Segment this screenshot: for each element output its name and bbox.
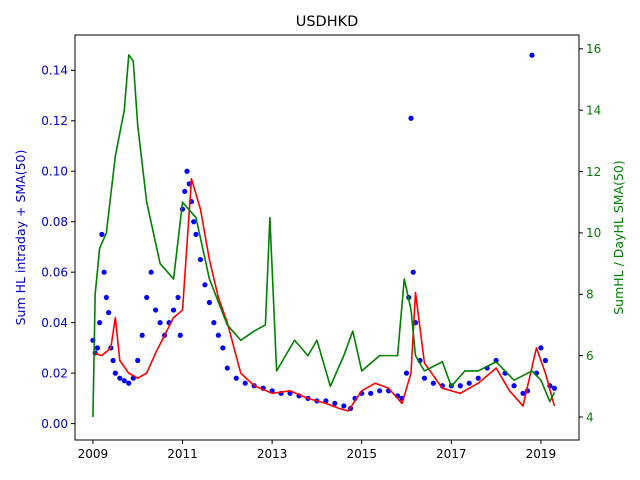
scatter-point: [408, 115, 414, 121]
scatter-point: [193, 231, 199, 237]
right-ticks: 4 6 8 10 12 14 16: [579, 42, 601, 424]
chart-title: USDHKD: [296, 14, 359, 30]
scatter-point: [551, 385, 557, 391]
scatter-point: [135, 357, 141, 364]
sma-line: [92, 178, 556, 412]
scatter-point: [466, 380, 472, 386]
scatter-point: [475, 375, 481, 381]
scatter-point: [177, 332, 183, 338]
scatter-point: [410, 269, 416, 275]
scatter-point: [220, 345, 226, 351]
left-tick-label: 0.02: [41, 366, 68, 380]
scatter-point: [538, 345, 544, 351]
left-tick-label: 0.00: [41, 417, 68, 431]
scatter-point: [520, 390, 526, 396]
scatter-point: [542, 357, 549, 364]
left-tick-label: 0.04: [41, 316, 68, 330]
right-tick-label: 8: [586, 288, 594, 302]
scatter-point: [332, 400, 338, 407]
scatter-point: [153, 307, 159, 313]
right-tick-label: 10: [586, 226, 601, 240]
right-series-line: [92, 54, 556, 418]
scatter-point: [529, 52, 535, 58]
scatter-point: [377, 388, 383, 394]
scatter-point: [341, 403, 347, 409]
left-tick-label: 0.06: [41, 265, 68, 279]
scatter-point: [126, 380, 132, 386]
scatter-point: [368, 390, 374, 396]
scatter-point: [94, 345, 100, 351]
right-tick-label: 16: [586, 42, 601, 56]
scatter-point: [182, 188, 188, 195]
x-tick-label: 2015: [346, 447, 377, 461]
scatter-point: [144, 294, 150, 301]
scatter-point: [157, 320, 163, 326]
scatter-point: [215, 332, 221, 338]
x-tick-label: 2019: [526, 447, 557, 461]
right-tick-label: 14: [586, 103, 601, 117]
scatter-point: [511, 383, 517, 389]
scatter-point: [184, 168, 190, 174]
right-tick-label: 6: [586, 349, 594, 363]
scatter-point: [117, 375, 123, 381]
left-tick-label: 0.12: [41, 114, 68, 128]
scatter-point: [112, 370, 118, 376]
scatter-point: [175, 294, 181, 301]
scatter-point: [101, 269, 107, 275]
scatter-point: [224, 365, 230, 371]
left-tick-label: 0.08: [41, 215, 68, 229]
scatter-point: [430, 380, 436, 386]
x-tick-label: 2011: [167, 447, 198, 461]
scatter-point: [103, 294, 109, 301]
left-tick-label: 0.10: [41, 165, 68, 179]
left-ticks: 0.00 0.02 0.04 0.06 0.08 0.10 0.12 0.14: [41, 64, 75, 431]
x-tick-label: 2013: [257, 447, 288, 461]
scatter-point: [197, 256, 204, 263]
right-axis-title: SumHL / DayHL SMA(50): [611, 160, 626, 315]
scatter-point: [242, 380, 248, 386]
series-layer: [90, 52, 557, 418]
scatter-point: [403, 370, 410, 376]
scatter-point: [170, 307, 177, 313]
scatter-point: [233, 375, 239, 381]
scatter-point: [191, 219, 197, 225]
right-tick-label: 12: [586, 165, 601, 179]
left-tick-label: 0.14: [41, 64, 68, 78]
scatter-point: [148, 269, 154, 275]
scatter-point: [97, 320, 103, 326]
x-tick-label: 2009: [78, 447, 109, 461]
plot-area-group: [74, 34, 580, 441]
scatter-point: [206, 299, 212, 306]
scatter-point: [211, 320, 217, 326]
scatter-point: [110, 357, 116, 364]
x-tick-label: 2017: [436, 447, 467, 461]
scatter-point: [121, 378, 127, 384]
scatter-point: [323, 398, 329, 404]
scatter-point: [139, 332, 145, 338]
plot-frame: [74, 34, 580, 441]
left-axis-title: Sum HL intraday + SMA(50): [13, 150, 28, 326]
scatter-point: [202, 282, 208, 288]
scatter-point: [106, 309, 112, 316]
right-tick-label: 4: [586, 410, 594, 424]
x-ticks: 2009 2011 2013 2015 2017 2019: [78, 440, 557, 461]
scatter-point: [99, 231, 105, 237]
scatter-point: [457, 383, 463, 389]
scatter-point: [421, 375, 428, 381]
